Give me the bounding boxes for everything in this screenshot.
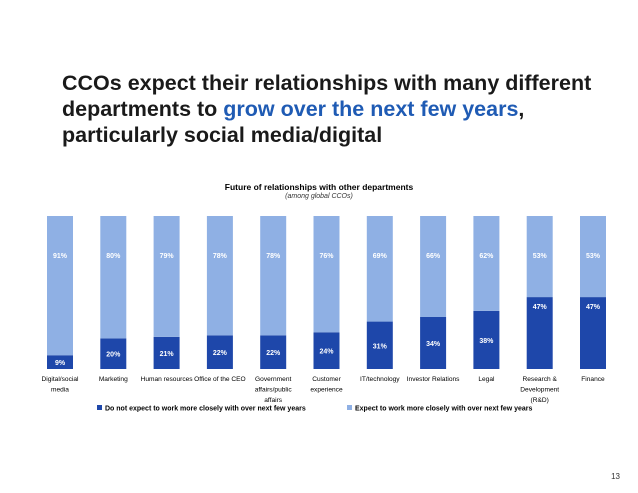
data-label: 47% bbox=[586, 304, 601, 311]
data-label: 22% bbox=[266, 350, 281, 357]
x-tick-label: Marketing bbox=[99, 376, 128, 383]
slide-title: CCOs expect their relationships with man… bbox=[62, 70, 602, 148]
data-label: 69% bbox=[373, 253, 388, 260]
x-tick-label: affairs bbox=[264, 397, 283, 404]
x-tick-label: experience bbox=[310, 387, 343, 394]
bar-segment bbox=[473, 310, 500, 369]
data-label: 53% bbox=[533, 253, 548, 260]
data-label: 34% bbox=[426, 341, 441, 348]
bar-segment bbox=[420, 216, 447, 317]
bar-segment bbox=[47, 355, 73, 369]
legend-label: Do not expect to work more closely with … bbox=[105, 406, 306, 413]
data-label: 78% bbox=[213, 253, 228, 260]
data-label: 78% bbox=[266, 253, 281, 260]
x-tick-label: Office of the CEO bbox=[194, 376, 246, 383]
data-label: 47% bbox=[533, 304, 548, 311]
legend-label: Expect to work more closely with over ne… bbox=[355, 406, 533, 413]
bar-segment bbox=[366, 216, 393, 322]
bar-segment bbox=[366, 321, 393, 369]
bar-segment bbox=[260, 216, 287, 336]
bar-segment bbox=[526, 216, 553, 298]
x-tick-label: Human resources bbox=[141, 376, 194, 383]
bar-segment bbox=[206, 216, 233, 336]
data-label: 76% bbox=[319, 253, 334, 260]
x-tick-label: IT/technology bbox=[360, 376, 400, 383]
x-tick-label: Customer bbox=[312, 376, 341, 383]
data-label: 9% bbox=[55, 360, 66, 367]
bar-segment bbox=[526, 297, 553, 369]
bar-segment bbox=[313, 332, 340, 369]
legend-swatch bbox=[97, 405, 102, 410]
bar-segment bbox=[580, 297, 606, 369]
data-label: 38% bbox=[479, 338, 494, 345]
title-text-part2: , particularly social media/digital bbox=[62, 97, 525, 147]
bar-segment bbox=[420, 316, 447, 369]
chart-subtitle: (among global CCOs) bbox=[285, 193, 353, 200]
bar-segment bbox=[473, 216, 500, 311]
x-tick-label: Digital/social bbox=[41, 376, 79, 383]
bar-segment bbox=[153, 336, 180, 369]
bar-segment bbox=[100, 338, 127, 369]
data-label: 62% bbox=[479, 253, 494, 260]
bar-segment bbox=[153, 216, 180, 337]
bar-segment bbox=[260, 335, 287, 369]
data-label: 21% bbox=[160, 351, 175, 358]
data-label: 80% bbox=[106, 253, 121, 260]
data-label: 91% bbox=[53, 253, 68, 260]
bar-segment bbox=[47, 216, 73, 356]
data-label: 31% bbox=[373, 343, 388, 350]
title-text-part1: CCOs expect their relationships with man… bbox=[62, 71, 592, 121]
bar-segment bbox=[206, 335, 233, 369]
bar-segment bbox=[100, 216, 127, 339]
page-number: 13 bbox=[611, 472, 620, 481]
legend-swatch bbox=[347, 405, 352, 410]
data-label: 24% bbox=[319, 349, 334, 356]
x-tick-label: Finance bbox=[581, 376, 605, 383]
bar-segment bbox=[580, 216, 606, 298]
chart-title: Future of relationships with other depar… bbox=[224, 182, 414, 192]
data-label: 20% bbox=[106, 352, 121, 359]
bar-segment bbox=[313, 216, 340, 333]
data-label: 66% bbox=[426, 253, 441, 260]
x-tick-label: media bbox=[51, 387, 69, 394]
data-label: 22% bbox=[213, 350, 228, 357]
x-tick-label: Investor Relations bbox=[407, 376, 460, 383]
data-label: 53% bbox=[586, 253, 601, 260]
title-highlight: grow over the next few years bbox=[223, 97, 519, 121]
x-tick-label: Development bbox=[520, 387, 559, 394]
x-tick-label: (R&D) bbox=[531, 397, 549, 404]
x-tick-label: Research & bbox=[522, 376, 557, 383]
x-tick-label: Government bbox=[255, 376, 291, 383]
x-tick-label: Legal bbox=[478, 376, 495, 383]
data-label: 79% bbox=[160, 253, 175, 260]
x-tick-label: affairs/public bbox=[255, 387, 293, 394]
